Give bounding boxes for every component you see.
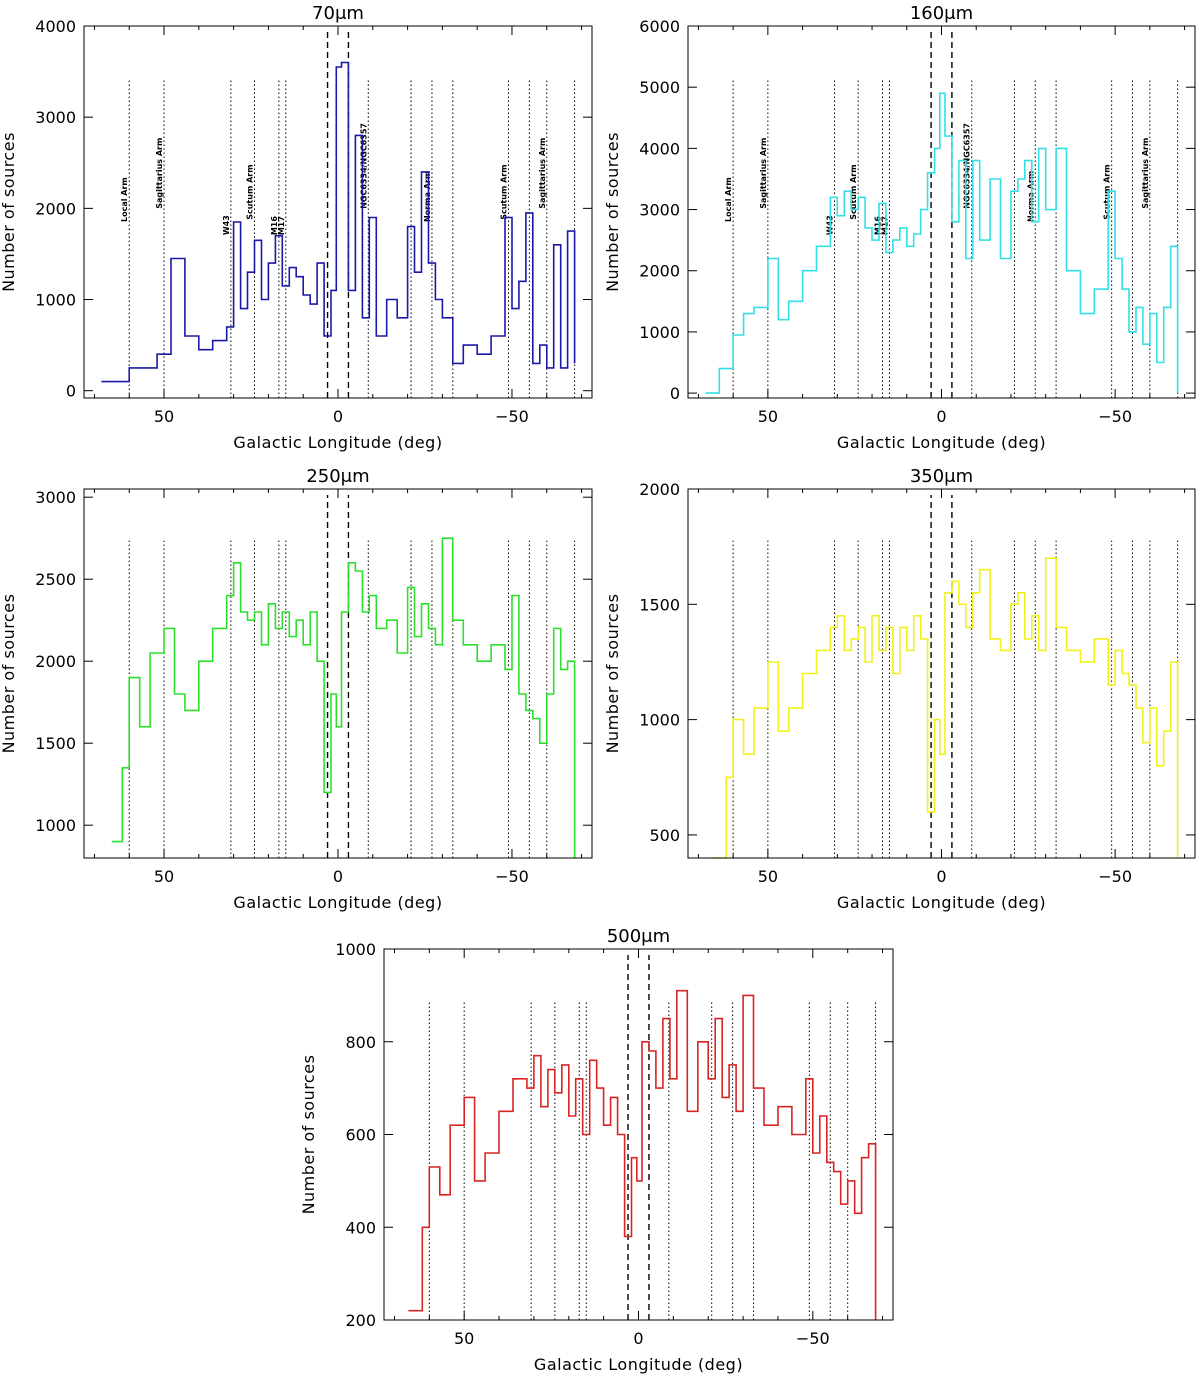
y-tick-label: 400 (345, 1218, 376, 1237)
region-label: Sagittarius Arm (1141, 138, 1150, 209)
region-label: Norma Arm (1026, 171, 1035, 222)
panel-title: 160μm (910, 3, 973, 24)
region-label: M16 (873, 216, 882, 236)
y-tick-label: 1500 (35, 734, 76, 753)
y-tick-label: 2000 (639, 480, 680, 499)
plot-frame (687, 488, 1196, 859)
y-tick-label: 1000 (639, 711, 680, 730)
y-tick-label: 600 (345, 1126, 376, 1145)
region-label: W43 (222, 215, 231, 235)
x-tick-label: −50 (1098, 867, 1132, 886)
region-label: M17 (277, 216, 286, 235)
region-label: Sagittarius Arm (759, 138, 768, 209)
histogram-series (101, 61, 576, 383)
x-tick-label: 50 (454, 1329, 474, 1348)
y-axis-label: Number of sources (0, 594, 18, 754)
y-tick-label: 4000 (639, 139, 680, 158)
panel-title: 250μm (306, 466, 369, 487)
region-label: Norma Arm (423, 171, 432, 222)
panel-0: 70μm Local Arm Sagittarius Arm W43 Scutum Ar… (0, 3, 593, 452)
y-tick-label: 1500 (639, 595, 680, 614)
y-tick-label: 0 (670, 384, 680, 403)
y-tick-label: 2000 (35, 652, 76, 671)
panel-title: 350μm (910, 466, 973, 487)
region-label: NGC6334/NGC6357 (963, 123, 972, 209)
x-tick-label: −50 (495, 867, 529, 886)
y-tick-label: 6000 (639, 17, 680, 36)
x-tick-label: −50 (1098, 407, 1132, 426)
x-tick-label: 0 (936, 867, 946, 886)
region-label: Local Arm (120, 177, 129, 222)
y-tick-label: 2000 (639, 262, 680, 281)
x-tick-label: 0 (633, 1329, 643, 1348)
x-tick-label: 50 (154, 867, 174, 886)
y-axis-label: Number of sources (603, 132, 622, 292)
panel-title: 70μm (312, 3, 364, 24)
panel-title: 500μm (607, 926, 670, 947)
region-label: Sagittarius Arm (155, 138, 164, 209)
y-tick-label: 500 (649, 826, 680, 845)
y-tick-label: 3000 (639, 201, 680, 220)
y-tick-label: 2500 (35, 570, 76, 589)
histogram-series (111, 537, 576, 858)
x-axis-label: Galactic Longitude (deg) (534, 1355, 743, 1374)
region-label: Local Arm (724, 177, 733, 222)
region-label: Scutum Arm (1103, 164, 1112, 219)
x-tick-label: −50 (796, 1329, 830, 1348)
x-tick-label: 50 (758, 867, 778, 886)
y-tick-label: 3000 (35, 108, 76, 127)
y-axis-label: Number of sources (0, 132, 18, 292)
region-label: NGC6334/NGC6357 (359, 123, 368, 209)
y-tick-label: 1000 (335, 940, 376, 959)
panel-2: 250μm 50 0 −50 1000 1500 2000 2500 3000 Galactic … (0, 466, 593, 912)
region-label: Scutum Arm (849, 164, 858, 219)
y-tick-label: 1000 (639, 323, 680, 342)
x-tick-label: 0 (936, 407, 946, 426)
plot-frame (687, 25, 1196, 399)
y-tick-label: 5000 (639, 78, 680, 97)
y-tick-label: 3000 (35, 488, 76, 507)
x-tick-label: 50 (154, 407, 174, 426)
panel-4: 500μm 50 0 −50 200 400 600 800 1000 Galactic Long… (299, 926, 894, 1374)
y-tick-label: 0 (66, 382, 76, 401)
plot-frame (383, 948, 894, 1321)
x-tick-label: −50 (495, 407, 529, 426)
y-tick-label: 2000 (35, 199, 76, 218)
y-tick-label: 1000 (35, 816, 76, 835)
y-axis-label: Number of sources (299, 1055, 318, 1215)
x-tick-label: 0 (333, 867, 343, 886)
region-label: Scutum Arm (499, 164, 508, 219)
histogram-series (705, 92, 1179, 394)
plot-frame (83, 25, 593, 399)
y-tick-label: 4000 (35, 17, 76, 36)
y-axis-label: Number of sources (603, 594, 622, 754)
region-label: Scutum Arm (245, 164, 254, 219)
region-label: M16 (270, 216, 279, 236)
y-tick-label: 200 (345, 1311, 376, 1330)
plot-frame (83, 488, 593, 859)
y-tick-label: 800 (345, 1033, 376, 1052)
histogram-series (712, 557, 1179, 859)
histogram-series (408, 989, 877, 1320)
x-axis-label: Galactic Longitude (deg) (837, 433, 1046, 452)
x-axis-label: Galactic Longitude (deg) (233, 893, 442, 912)
x-tick-label: 0 (333, 407, 343, 426)
x-axis-label: Galactic Longitude (deg) (233, 433, 442, 452)
x-axis-label: Galactic Longitude (deg) (837, 893, 1046, 912)
y-tick-label: 1000 (35, 291, 76, 310)
x-tick-label: 50 (758, 407, 778, 426)
region-label: M17 (880, 216, 889, 235)
region-label: Sagittarius Arm (538, 138, 547, 209)
